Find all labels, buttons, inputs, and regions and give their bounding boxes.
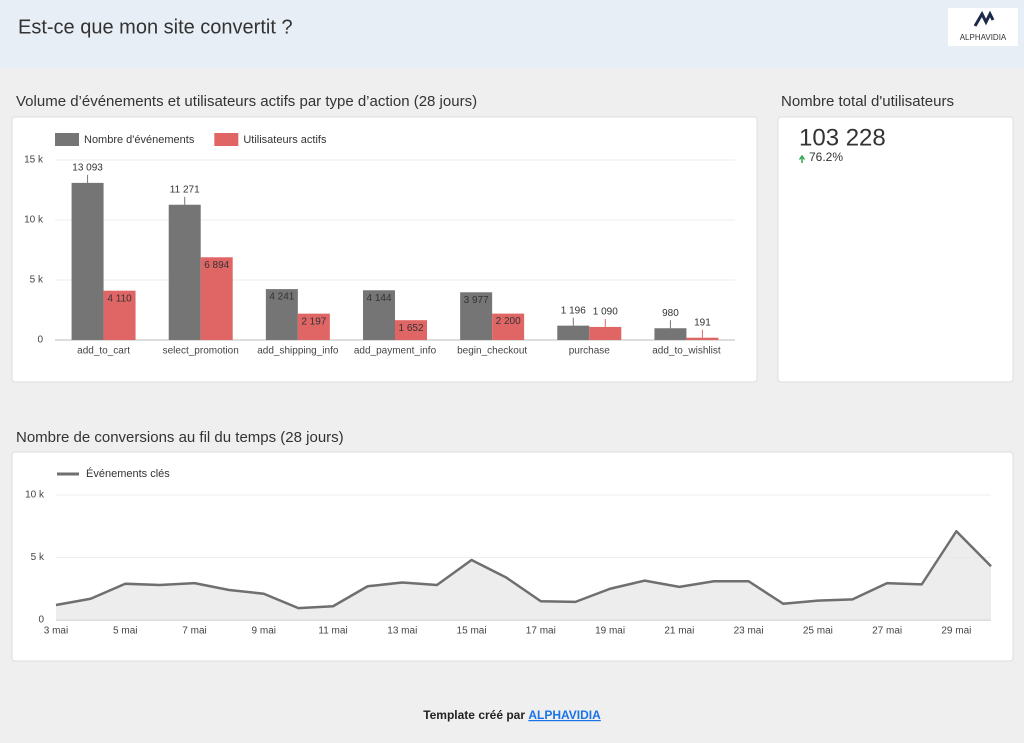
x-tick-label: 11 mai <box>318 626 347 637</box>
x-tick-label: 25 mai <box>803 626 833 637</box>
x-tick-label: 9 mai <box>252 626 276 637</box>
value-label: 1 652 <box>398 323 423 334</box>
x-tick-label: 7 mai <box>182 626 206 637</box>
footer-text: Template créé par <box>423 708 525 722</box>
x-tick-label: 19 mai <box>595 626 625 637</box>
bar <box>492 313 525 340</box>
legend-swatch <box>55 133 79 146</box>
x-tick-label: add_payment_info <box>354 346 437 357</box>
value-label: 1 090 <box>593 307 618 318</box>
x-tick-label: select_promotion <box>163 346 239 357</box>
x-tick-label: 27 mai <box>872 626 902 637</box>
value-label: 6 894 <box>204 260 229 271</box>
x-tick-label: 15 mai <box>457 626 487 637</box>
logo-text: ALPHAVIDIA <box>960 33 1007 42</box>
bar <box>460 292 493 340</box>
x-tick-label: 3 mai <box>44 626 68 637</box>
bar <box>557 325 590 340</box>
value-label: 11 271 <box>170 184 200 195</box>
footer-link[interactable]: ALPHAVIDIA <box>528 708 601 722</box>
x-tick-label: begin_checkout <box>457 346 527 357</box>
card-title: Nombre total d'utilisateurs <box>781 93 954 110</box>
footer: Template créé par ALPHAVIDIA <box>423 708 601 722</box>
chart-card <box>11 116 758 383</box>
value-label: 2 200 <box>496 316 521 327</box>
bar <box>265 289 298 340</box>
bar <box>654 328 687 340</box>
bar <box>395 320 427 340</box>
value-label: 4 241 <box>269 292 294 303</box>
value-label: 1 196 <box>561 305 586 316</box>
bar <box>297 313 330 340</box>
scorecard-change: 76.2% <box>809 150 843 164</box>
value-label: 2 197 <box>301 316 326 327</box>
up-arrow <box>798 154 806 163</box>
legend-label: Utilisateurs actifs <box>243 134 327 146</box>
header-bar <box>0 0 1024 68</box>
x-tick-label: 29 mai <box>941 626 971 637</box>
card-title: Nombre de conversions au fil du temps (2… <box>16 429 344 446</box>
bar <box>589 326 622 340</box>
x-tick-label: 21 mai <box>664 626 694 637</box>
legend-label: Nombre d'événements <box>84 134 195 146</box>
value-label: 13 093 <box>72 163 103 174</box>
y-tick-label: 0 <box>37 335 43 346</box>
bar <box>103 290 136 340</box>
legend-swatch <box>214 133 239 146</box>
x-tick-label: add_to_wishlist <box>652 346 721 357</box>
area <box>56 531 991 620</box>
bar <box>71 182 104 340</box>
x-tick-label: add_shipping_info <box>257 346 339 357</box>
value-label: 980 <box>662 308 679 319</box>
bar <box>686 337 719 340</box>
bar <box>363 290 395 340</box>
page-title: Est-ce que mon site convertit ? <box>18 16 293 38</box>
x-tick-label: 5 mai <box>113 626 137 637</box>
y-tick-label: 10 k <box>25 490 45 501</box>
y-tick-label: 5 k <box>30 275 44 286</box>
x-tick-label: purchase <box>569 346 611 357</box>
x-tick-label: 23 mai <box>734 626 764 637</box>
bar <box>200 257 233 340</box>
line <box>55 530 992 610</box>
x-tick-label: 13 mai <box>387 626 417 637</box>
y-tick-label: 15 k <box>24 155 44 166</box>
bar <box>168 204 201 340</box>
y-tick-label: 5 k <box>31 552 45 563</box>
value-label: 191 <box>694 317 711 328</box>
x-tick-label: 17 mai <box>526 626 556 637</box>
card-title: Volume d’événements et utilisateurs acti… <box>16 93 477 110</box>
x-tick-label: add_to_cart <box>77 346 130 357</box>
legend-label: Événements clés <box>86 467 170 480</box>
scorecard-value: 103 228 <box>799 124 886 151</box>
value-label: 4 144 <box>366 293 391 304</box>
value-label: 3 977 <box>464 295 489 306</box>
scorecard-card <box>777 116 1014 383</box>
chart-card <box>11 451 1014 662</box>
logo-icon <box>973 10 995 27</box>
y-tick-label: 10 k <box>24 215 44 226</box>
value-label: 4 110 <box>107 293 132 304</box>
y-tick-label: 0 <box>38 615 44 626</box>
